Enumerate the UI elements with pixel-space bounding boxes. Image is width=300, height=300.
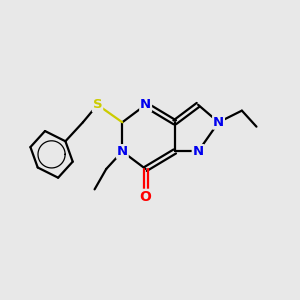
Text: N: N	[117, 145, 128, 158]
Text: S: S	[93, 98, 102, 111]
Text: N: N	[140, 98, 151, 111]
Text: N: N	[193, 145, 204, 158]
Text: O: O	[140, 190, 152, 204]
Text: N: N	[213, 116, 224, 129]
